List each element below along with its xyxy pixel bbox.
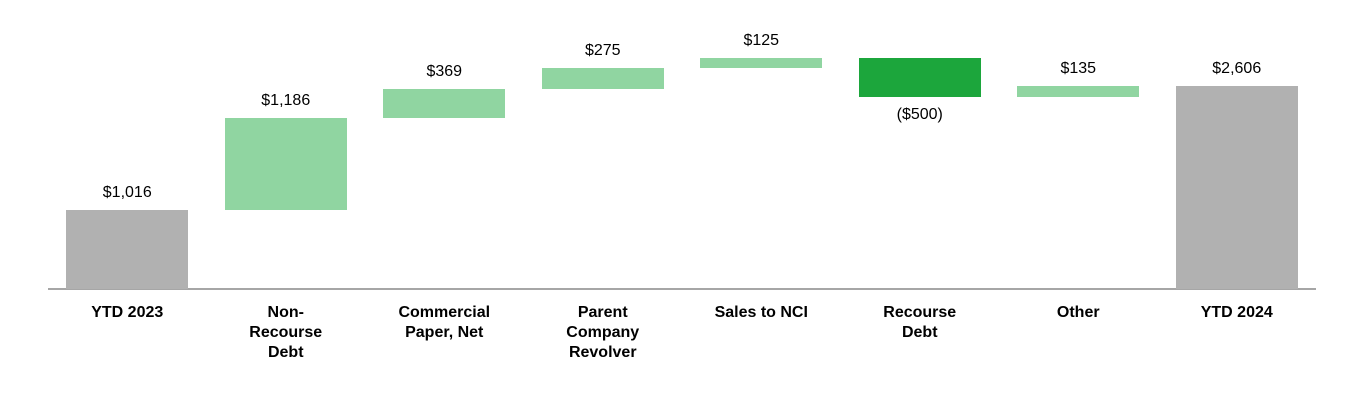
waterfall-bar: [1175, 86, 1298, 289]
category-label: Non- Recourse Debt: [249, 304, 323, 361]
waterfall-bar: [383, 89, 506, 118]
category-label: Commercial Paper, Net: [398, 304, 491, 341]
waterfall-bar: [66, 210, 189, 289]
category-label: Parent Company Revolver: [566, 304, 640, 361]
bar-value-label: $2,606: [1212, 60, 1262, 78]
bar-value-label: $1,186: [261, 91, 311, 109]
x-axis-line: [48, 288, 1316, 290]
bar-value-label: ($500): [896, 105, 943, 123]
bar-value-label: $135: [1060, 60, 1097, 78]
waterfall-bar: [1017, 86, 1140, 97]
category-label: Other: [1056, 304, 1100, 321]
waterfall-bar: [541, 67, 664, 90]
category-label: Recourse Debt: [883, 304, 957, 341]
category-label: YTD 2024: [1200, 304, 1273, 321]
bar-value-label: $369: [426, 63, 463, 81]
waterfall-bar: [858, 58, 981, 97]
category-label: Sales to NCI: [714, 304, 808, 321]
bar-value-label: $125: [743, 32, 780, 49]
bar-value-label: $275: [584, 41, 621, 59]
waterfall-bar: [224, 117, 347, 210]
category-label: YTD 2023: [91, 304, 164, 321]
waterfall-bar: [700, 58, 823, 68]
bar-value-label: $1,016: [102, 184, 152, 201]
